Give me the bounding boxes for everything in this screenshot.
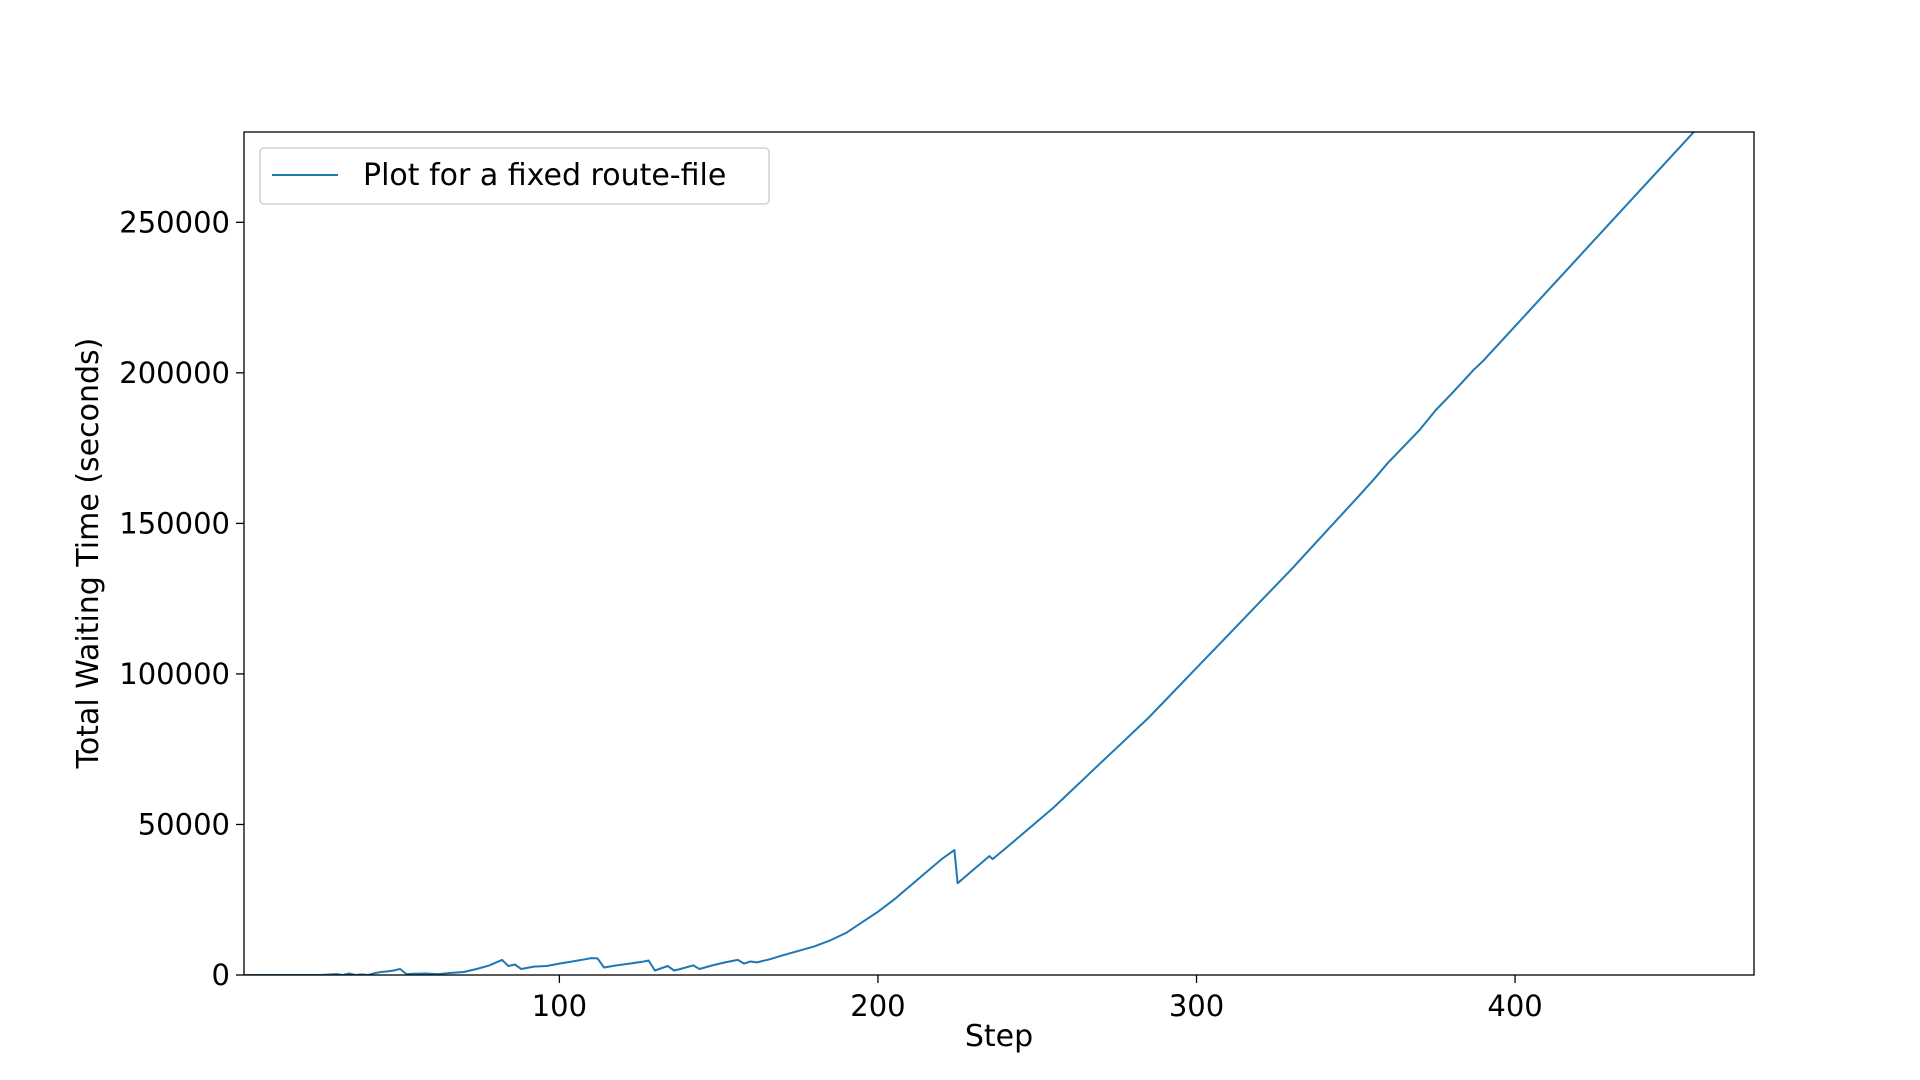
legend: Plot for a fixed route-file	[259, 147, 770, 205]
series-layer	[244, 132, 1696, 975]
y-axis-label: Total Waiting Time (seconds)	[71, 338, 106, 770]
legend-entry-label: Plot for a fixed route-file	[363, 158, 726, 193]
y-tick-label: 250000	[119, 205, 230, 239]
series-line-0	[244, 132, 1696, 975]
x-tick-label: 200	[850, 989, 905, 1023]
legend-box	[259, 147, 770, 205]
plot-area	[244, 132, 1754, 975]
y-tick-label: 0	[212, 958, 230, 992]
x-axis-label: Step	[965, 1019, 1033, 1054]
x-tick-label: 300	[1169, 989, 1224, 1023]
y-tick-label: 100000	[119, 657, 230, 691]
y-tick-label: 150000	[119, 506, 230, 540]
y-tick-label: 50000	[138, 807, 230, 841]
x-axis: 100 200 300 400	[532, 975, 1543, 1023]
x-tick-label: 100	[532, 989, 587, 1023]
y-axis: 0 50000 100000 150000 200000 250000	[119, 205, 244, 992]
x-tick-label: 400	[1487, 989, 1542, 1023]
plot-frame	[243, 131, 1755, 976]
y-tick-label: 200000	[119, 356, 230, 390]
